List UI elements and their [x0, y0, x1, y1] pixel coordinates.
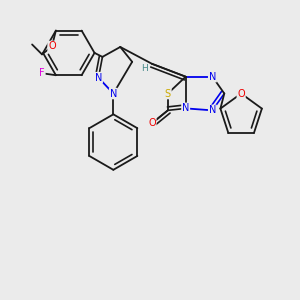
Text: S: S: [165, 88, 171, 98]
Text: N: N: [95, 73, 102, 83]
Text: O: O: [148, 118, 156, 128]
Text: H: H: [141, 64, 147, 73]
Text: O: O: [237, 88, 245, 98]
Text: N: N: [209, 105, 216, 116]
Text: N: N: [110, 88, 117, 98]
Text: F: F: [39, 68, 45, 78]
Text: N: N: [209, 72, 216, 82]
Text: O: O: [48, 41, 56, 52]
Text: N: N: [182, 103, 189, 113]
